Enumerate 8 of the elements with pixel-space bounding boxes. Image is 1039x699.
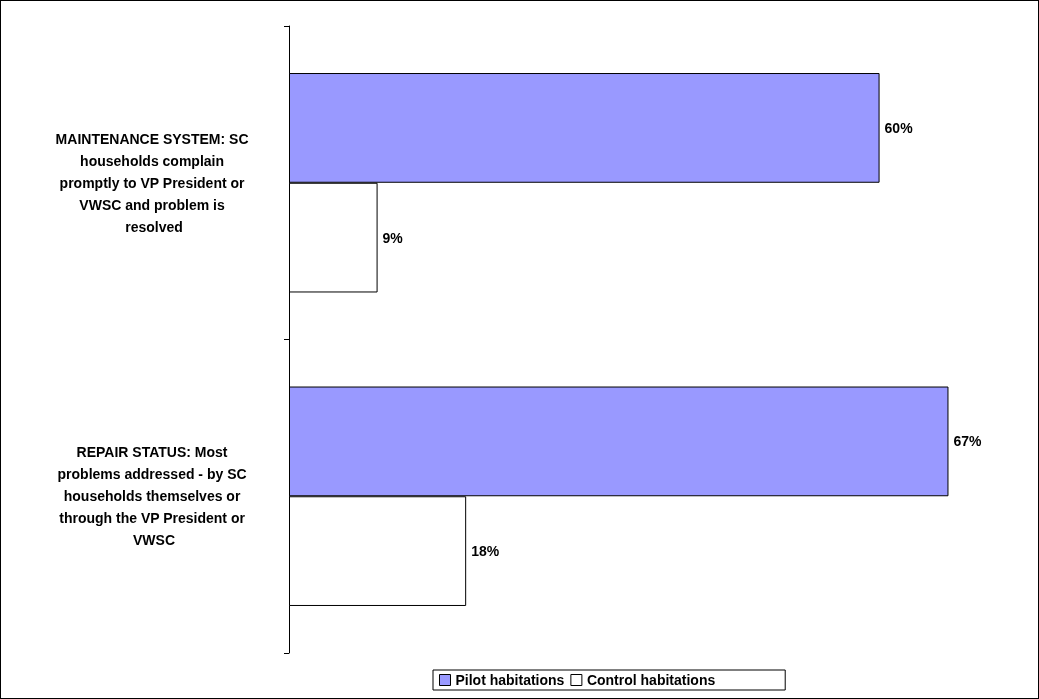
legend-label: Control habitations	[586, 672, 716, 688]
data-label: 60%	[884, 119, 914, 136]
y-tick-label: MAINTENANCE SYSTEM: SC households complain promptly to VP President or VWSC and problem is resolved	[55, 130, 253, 235]
y-tick-label: REPAIR STATUS: Most problems addressed - by SC households themselves or through the VP President or VWSC	[57, 444, 251, 549]
data-label: 9%	[382, 229, 404, 246]
data-label: 67%	[953, 433, 983, 450]
legend-label: Pilot habitations	[455, 672, 565, 688]
data-label: 18%	[471, 543, 500, 560]
